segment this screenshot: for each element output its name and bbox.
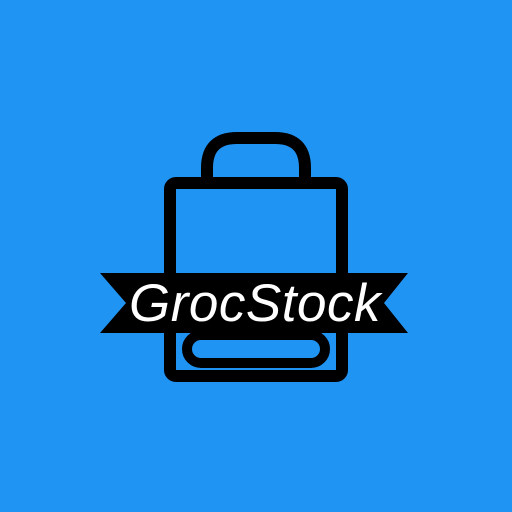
ribbon-banner xyxy=(100,273,408,333)
bag-handle xyxy=(201,132,311,183)
bag-pocket xyxy=(182,330,330,368)
brand-name: GrocStock xyxy=(129,274,383,333)
